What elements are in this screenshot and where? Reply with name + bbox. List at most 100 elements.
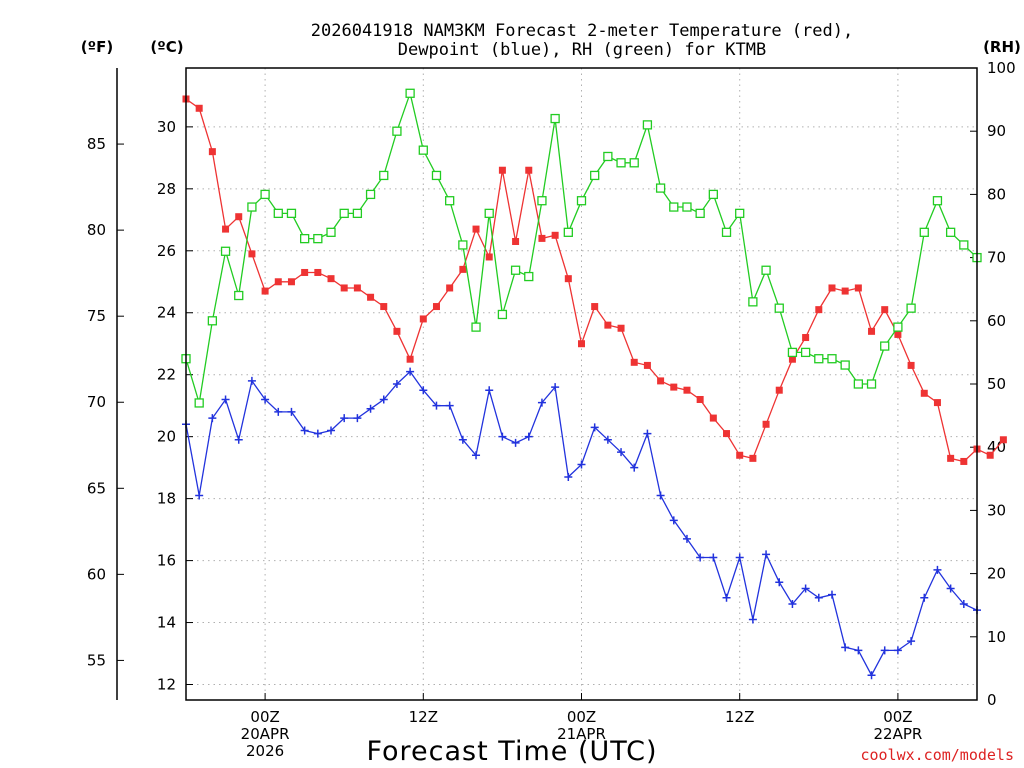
rh-point	[840, 360, 850, 370]
temperature-point	[248, 250, 256, 258]
chart-title-line2: Dewpoint (blue), RH (green) for KTMB	[398, 40, 766, 60]
x-tick-label: 22APR	[873, 725, 922, 743]
rh-tick-label: 100	[987, 59, 1016, 77]
dewpoint-point	[696, 553, 705, 562]
dewpoint-point	[577, 460, 586, 469]
dewpoint-point	[880, 646, 889, 655]
c-tick-label: 12	[157, 676, 176, 694]
dewpoint-point	[735, 553, 744, 562]
rh-tick-label: 10	[987, 628, 1006, 646]
rh-point	[550, 113, 560, 124]
temperature-point	[881, 306, 889, 314]
f-tick-label: 65	[87, 479, 106, 497]
rh-tick-label: 80	[987, 185, 1006, 203]
dewpoint-point	[814, 593, 823, 602]
rh-point	[959, 240, 969, 250]
rh-point	[234, 290, 244, 301]
rh-point	[299, 233, 310, 244]
temperature-point	[459, 265, 467, 273]
dewpoint-point	[959, 599, 968, 608]
temperature-point	[340, 284, 348, 292]
dewpoint-point	[551, 383, 560, 392]
dewpoint-point	[682, 534, 691, 543]
temperature-point	[485, 253, 493, 261]
rh-point	[932, 196, 943, 206]
rh-point	[761, 265, 771, 275]
dewpoint-point	[353, 414, 362, 423]
dewpoint-point	[511, 438, 520, 447]
dewpoint-point	[208, 414, 217, 423]
rh-point	[365, 189, 376, 200]
f-tick-label: 70	[87, 393, 106, 411]
dewpoint-point	[419, 386, 428, 395]
temperature-point	[999, 436, 1007, 444]
temperature-point	[828, 284, 836, 292]
temperature-point	[525, 166, 533, 174]
dewpoint-point	[406, 367, 415, 376]
rh-point	[524, 271, 534, 282]
x-tick-label: 00Z	[250, 708, 279, 726]
temperature-point	[551, 231, 559, 239]
dewpoint-point	[392, 380, 401, 388]
c-tick-label: 22	[157, 366, 176, 384]
rh-unit-label: (RH)	[983, 38, 1021, 56]
dewpoint-point	[867, 671, 876, 680]
temperature-point	[406, 355, 414, 363]
rh-point	[471, 322, 481, 332]
temperature-point	[301, 268, 309, 276]
temperature-point	[314, 268, 322, 276]
dewpoint-point	[234, 435, 243, 444]
temperature-point	[498, 166, 506, 174]
temperature-point	[630, 358, 638, 366]
rh-point	[576, 196, 587, 206]
c-tick-label: 16	[157, 552, 176, 570]
temperature-point	[775, 386, 783, 394]
dewpoint-point	[537, 398, 546, 407]
temperature-point	[868, 327, 876, 335]
temperature-point	[604, 321, 612, 329]
rh-point	[919, 227, 929, 237]
dewpoint-point	[221, 395, 230, 404]
rh-point	[880, 341, 890, 351]
rh-point	[590, 170, 600, 181]
dewpoint-point	[313, 429, 322, 438]
grid	[186, 68, 977, 700]
temperature-point	[472, 225, 480, 233]
dewpoint-point	[485, 386, 494, 395]
rh-point	[655, 183, 666, 193]
rh-point	[247, 202, 257, 212]
rh-point	[629, 158, 639, 168]
dewpoint-point	[788, 599, 797, 608]
rh-point	[669, 202, 679, 212]
dewpoint-point	[247, 376, 256, 385]
rh-point	[458, 240, 468, 250]
x-tick-label: 20APR	[241, 725, 290, 743]
dewpoint-point	[801, 584, 810, 593]
rh-point	[827, 354, 837, 364]
rh-tick-label: 50	[987, 375, 1006, 393]
temperature-point	[261, 287, 269, 295]
series-line	[185, 98, 1004, 463]
rh-tick-label: 60	[987, 312, 1006, 330]
dewpoint-point	[709, 553, 718, 562]
dewpoint-point	[195, 491, 204, 500]
temperature-point	[683, 386, 691, 394]
rh-point	[616, 158, 626, 168]
series-rh	[181, 88, 982, 408]
temperature-point	[802, 334, 810, 342]
rh-point	[642, 120, 653, 130]
x-tick-label: 21APR	[557, 725, 606, 743]
temperature-point	[920, 389, 928, 397]
temperature-point	[393, 327, 401, 335]
rh-tick-label: 70	[987, 249, 1006, 267]
f-tick-label: 80	[87, 221, 106, 239]
temperature-point	[446, 284, 454, 292]
dewpoint-point	[841, 643, 850, 652]
rh-point	[352, 208, 363, 219]
temperature-point	[512, 237, 520, 245]
dewpoint-point	[669, 516, 678, 525]
temperature-point	[274, 278, 282, 286]
rh-point	[220, 246, 231, 256]
rh-point	[853, 379, 863, 389]
